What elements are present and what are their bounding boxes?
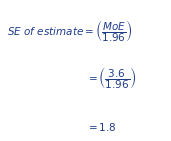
Text: $\mathit{SE\ of\ estimate} = \left(\dfrac{\mathit{MoE}}{1.96}\right)$: $\mathit{SE\ of\ estimate} = \left(\dfra…: [7, 18, 133, 44]
Text: $= 1.8$: $= 1.8$: [86, 121, 116, 133]
Text: $= \left(\dfrac{3.6}{1.96}\right)$: $= \left(\dfrac{3.6}{1.96}\right)$: [86, 65, 136, 91]
